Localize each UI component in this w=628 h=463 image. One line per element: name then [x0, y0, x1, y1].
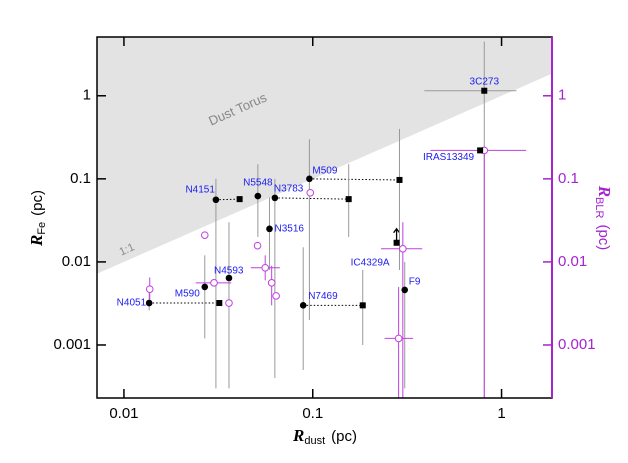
blr-point [225, 299, 233, 307]
y2-axis-label-symbol: R [595, 185, 614, 197]
y2-axis-label-unit: (pc) [595, 224, 612, 250]
point-label: N5548 [243, 178, 273, 189]
point-label: 3C273 [470, 76, 500, 87]
y2-tick-label: 0.001 [558, 336, 596, 353]
y2-tick-label: 0.01 [558, 253, 587, 270]
x-axis-label-unit: (pc) [331, 428, 357, 445]
point-label: M590 [175, 289, 200, 300]
plot-area [97, 37, 552, 398]
blr-point [399, 244, 407, 253]
circle-point [401, 286, 409, 294]
y2-tick-label: 0.1 [558, 170, 579, 187]
x-axis-label-sub: dust [304, 435, 325, 447]
point-label: IRAS13349 [423, 152, 475, 163]
y2-axis-label-sub: BLR [593, 197, 605, 218]
annotation: 1:1 [118, 241, 137, 258]
link [274, 197, 349, 200]
y-axis-label-symbol: R [27, 235, 46, 247]
square-point [359, 302, 366, 309]
blr-point [261, 263, 270, 272]
blr-point [210, 279, 218, 287]
x-axis-label: Rdust (pc) [292, 426, 357, 447]
x-tick-label: 0.1 [302, 405, 323, 422]
circle-point [299, 302, 307, 309]
blr-point [306, 188, 315, 197]
point-label: N7469 [308, 291, 338, 302]
square-point [393, 239, 400, 246]
y-axis-label-sub: Fe [36, 222, 48, 235]
y-tick-label: 1 [83, 87, 91, 104]
square-point [396, 176, 403, 183]
circle-point [271, 194, 279, 202]
point-label: N3783 [274, 184, 304, 195]
square-point [477, 147, 484, 154]
circle-point [201, 283, 209, 291]
point-label: IC4329A [351, 257, 390, 268]
point-label: F9 [409, 277, 421, 288]
x-tick-label: 0.01 [109, 405, 138, 422]
link [309, 178, 400, 181]
y-tick-label: 0.01 [62, 253, 91, 270]
blr-point [394, 334, 403, 343]
circle-point [306, 175, 313, 183]
point-label: N4051 [117, 298, 147, 309]
blr-point [267, 279, 276, 287]
point-label: N4593 [214, 266, 244, 277]
y-axis-label: RFe (pc) [27, 190, 48, 247]
dust-torus-region [97, 37, 552, 274]
circle-point [254, 192, 262, 200]
y2-tick-label: 1 [558, 87, 566, 104]
point-label: N3516 [274, 223, 304, 234]
circle-point [212, 196, 220, 204]
x-axis-label-symbol: R [292, 426, 304, 445]
circle-point [225, 274, 233, 282]
y-tick-label: 0.1 [70, 170, 91, 187]
y2-axis-label: RBLR (pc) [593, 185, 614, 251]
circle-point [266, 225, 273, 233]
point-label: N4151 [185, 184, 215, 195]
blr-point [272, 292, 280, 300]
x-tick-label: 1 [497, 405, 505, 422]
blr-point [200, 231, 209, 239]
square-point [236, 196, 243, 203]
circle-point [145, 299, 153, 307]
link [215, 198, 240, 201]
square-point [345, 196, 352, 203]
square-point [481, 87, 488, 94]
blr-point [145, 285, 154, 293]
point-label: M509 [312, 165, 337, 176]
square-point [216, 300, 223, 307]
y-tick-label: 0.001 [53, 336, 91, 353]
blr-point [253, 241, 262, 250]
y-axis-label-unit: (pc) [29, 190, 46, 216]
